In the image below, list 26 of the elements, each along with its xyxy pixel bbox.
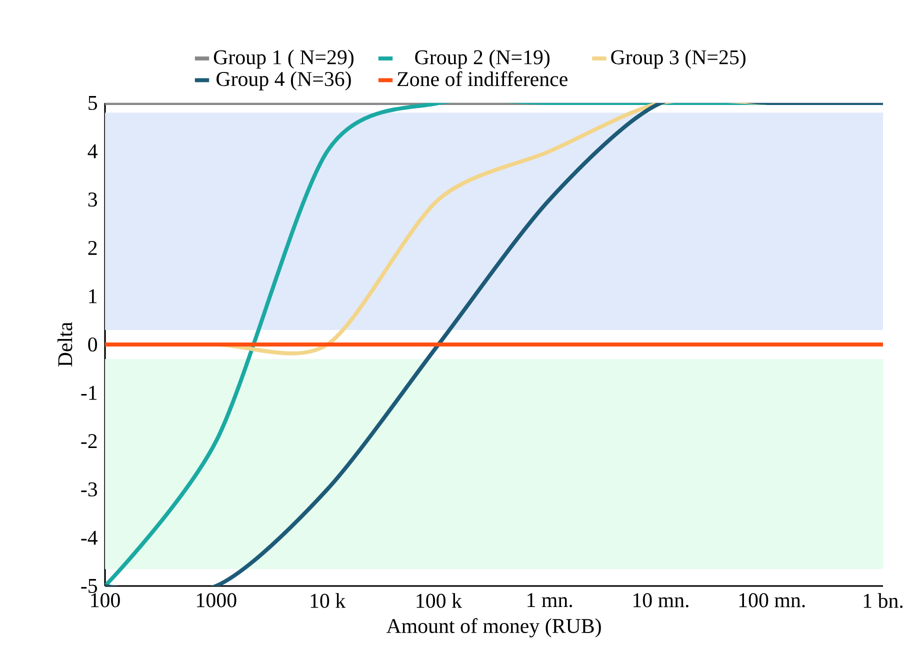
y-axis-title: Delta bbox=[58, 322, 72, 367]
y-tick-label: 3 bbox=[88, 192, 98, 207]
x-tick-label: 100 k bbox=[416, 593, 462, 608]
x-tick-label: 100 bbox=[91, 593, 120, 608]
y-tick-label: -5 bbox=[81, 579, 98, 593]
x-tick-label: 100 mn. bbox=[739, 593, 805, 608]
x-tick-label: 1 bn. bbox=[864, 593, 903, 608]
y-tick-label: -4 bbox=[81, 530, 98, 545]
x-axis-title: Amount of money (RUB) bbox=[386, 618, 601, 638]
y-tick-label: 2 bbox=[88, 240, 97, 255]
x-tick-label: 10 k bbox=[310, 593, 346, 608]
legend-label: Group 3 (N=25) bbox=[611, 50, 746, 69]
legend-label: Group 2 (N=19) bbox=[415, 50, 550, 69]
x-tick-label: 1000 bbox=[197, 593, 236, 608]
legend-label: Group 1 ( N=29) bbox=[214, 50, 354, 69]
x-tick-label: 10 mn. bbox=[634, 593, 688, 608]
legend-label: Zone of indifference bbox=[398, 71, 568, 86]
y-tick-label: 5 bbox=[88, 96, 98, 110]
y-tick-label: 1 bbox=[89, 289, 97, 304]
y-tick-label: -3 bbox=[81, 482, 98, 496]
y-tick-label: -1 bbox=[81, 386, 97, 400]
y-tick-label: 0 bbox=[88, 337, 98, 352]
y-tick-label: 4 bbox=[88, 144, 98, 158]
x-tick-label: 1 mn. bbox=[528, 593, 572, 608]
y-tick-label: -2 bbox=[81, 434, 97, 448]
legend-label: Group 4 (N=36) bbox=[216, 71, 351, 90]
